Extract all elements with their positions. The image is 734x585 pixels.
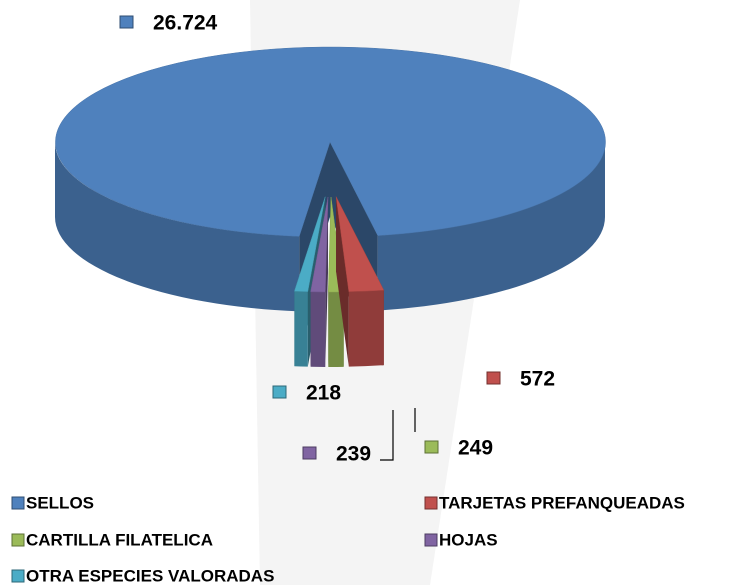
- label-marker: [486, 371, 501, 385]
- legend-marker: [11, 533, 25, 547]
- leader-line: [380, 410, 394, 461]
- pie-slice: [310, 196, 329, 293]
- legend-marker: [424, 496, 438, 510]
- legend-label: HOJAS: [439, 530, 498, 549]
- legend-marker: [424, 533, 438, 547]
- legend-marker: [11, 569, 25, 583]
- pie-slice: [335, 196, 385, 292]
- label-marker: [272, 385, 287, 399]
- pie-slice: [55, 46, 606, 237]
- legend-label: OTRA ESPECIES VALORADAS: [26, 566, 274, 585]
- slice-wall: [348, 290, 384, 367]
- data-label: 249: [458, 437, 493, 460]
- label-marker: [302, 446, 317, 460]
- data-label: 218: [306, 382, 341, 405]
- legend-marker: [11, 496, 25, 510]
- legend-label: TARJETAS PREFANQUEADAS: [439, 493, 685, 512]
- pie-slice: [294, 196, 326, 292]
- label-marker: [119, 15, 134, 29]
- slice-side: [336, 196, 349, 367]
- legend-label: SELLOS: [26, 493, 94, 512]
- label-marker: [424, 440, 439, 454]
- data-label: 572: [520, 368, 555, 391]
- slice-wall: [377, 142, 605, 311]
- slice-wall: [294, 291, 308, 367]
- slice-wall: [328, 291, 344, 368]
- data-label: 26.724: [153, 12, 218, 35]
- slice-wall: [55, 142, 300, 312]
- legend-label: CARTILLA FILATELICA: [26, 530, 213, 549]
- data-label: 239: [336, 443, 371, 466]
- slice-wall: [310, 291, 326, 367]
